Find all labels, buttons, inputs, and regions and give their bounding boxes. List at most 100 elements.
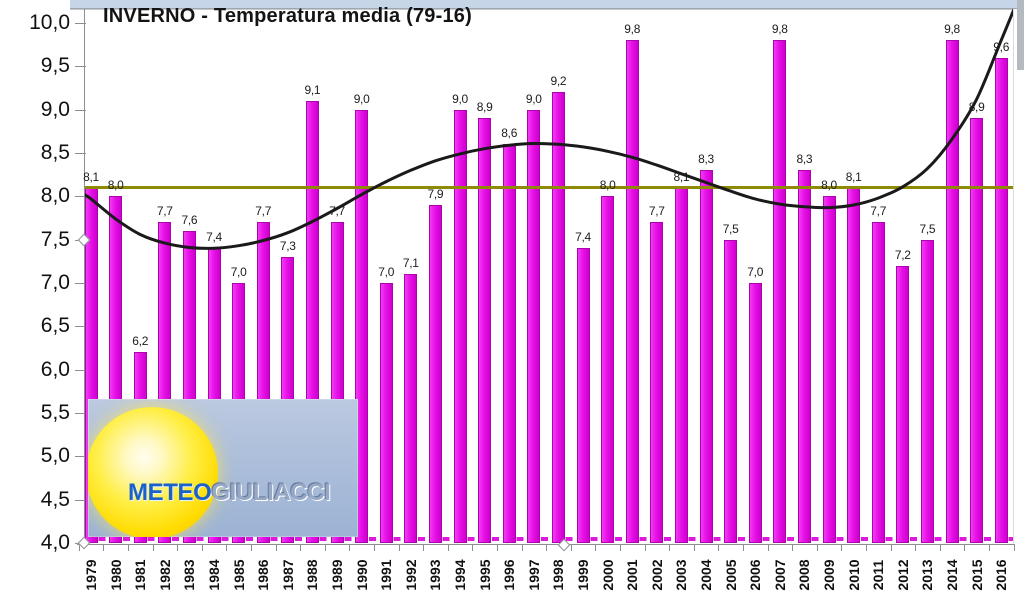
bar-label-1999: 7,4 [575,230,591,245]
x-tick [792,544,794,551]
bar-label-1993: 7,9 [427,187,444,201]
x-tick [373,544,375,551]
x-tick [816,544,818,551]
x-tick-label-2014: 2014 [944,559,960,591]
logo-text: METEOGIULIACCI [128,479,331,507]
x-tick [595,544,597,551]
y-tick [75,369,86,371]
bar-label-1987: 7,3 [279,239,296,253]
x-tick-label-2003: 2003 [673,559,690,591]
y-tick-label: 7,5 [40,227,70,251]
x-tick-label-1990: 1990 [353,559,370,591]
bar-1998 [551,92,565,543]
x-tick-label-1982: 1982 [156,559,173,591]
bar-1999 [576,248,590,543]
meteogiuliacci-logo: METEOGIULIACCI [88,399,358,537]
y-tick [75,499,86,501]
bar-2015 [970,118,984,543]
x-tick [78,544,80,551]
x-axis-line [77,544,1014,545]
x-tick [742,544,744,551]
x-tick-label-1983: 1983 [181,559,198,591]
bar-label-2008: 8,3 [796,152,813,167]
y-tick-label: 5,0 [40,444,70,468]
mean-reference-line [85,186,1013,190]
bar-1996 [502,144,516,543]
bar-2005 [724,239,738,543]
x-tick-label-1984: 1984 [206,559,222,591]
bar-2006 [748,283,762,543]
bar-label-2011: 7,7 [870,204,887,219]
x-tick-label-2007: 2007 [771,559,788,591]
bar-label-1984: 7,4 [206,230,222,245]
x-tick [496,544,498,551]
x-tick-label-2004: 2004 [698,559,714,591]
sun-icon [88,407,218,537]
x-tick-label-2015: 2015 [968,559,985,591]
x-tick-label-1994: 1994 [452,559,468,591]
x-tick [964,544,966,551]
x-tick [324,544,326,551]
window-edge-strip [1017,0,1024,70]
bar-label-2001: 9,8 [624,22,641,37]
y-tick [75,109,86,111]
bar-label-1981: 6,2 [132,334,149,349]
y-tick-label: 4,0 [40,531,70,554]
bar-2000 [601,196,615,543]
x-tick-label-2016: 2016 [993,559,1010,591]
x-tick-label-2006: 2006 [747,559,764,591]
bar-2012 [896,265,910,543]
bar-label-2006: 7,0 [747,265,764,279]
bar-label-2015: 8,9 [968,100,985,115]
x-tick [250,544,252,551]
bar-2003 [674,187,688,543]
bar-1991 [379,283,393,543]
y-tick-label: 6,0 [40,357,70,381]
bar-label-2012: 7,2 [894,247,911,262]
bar-label-2003: 8,1 [673,169,690,184]
x-tick-label-2013: 2013 [919,559,936,591]
y-tick [75,66,86,68]
x-tick [300,544,302,551]
chart-title: INVERNO - Temperatura media (79-16) [103,5,472,27]
y-tick-label: 5,5 [40,401,70,424]
x-tick-label-2012: 2012 [894,559,911,591]
bar-label-1995: 8,9 [476,100,493,115]
x-tick-label-1993: 1993 [427,559,444,591]
x-tick [619,544,621,551]
y-tick [75,283,86,284]
x-tick-label-1998: 1998 [550,559,567,591]
bar-label-1998: 9,2 [550,74,567,89]
y-tick-label: 4,5 [40,487,70,511]
bar-1994 [453,109,467,543]
x-tick [570,544,572,551]
x-tick [546,544,548,551]
bar-2013 [920,239,934,543]
dashed-baseline [86,537,1013,541]
bar-label-2010: 8,1 [845,169,862,184]
x-tick-label-1987: 1987 [279,559,296,591]
x-tick-label-2008: 2008 [796,559,813,591]
bar-label-1996: 8,6 [501,126,518,141]
bar-label-1989: 7,7 [329,204,345,219]
bar-2011 [871,222,885,543]
x-tick-label-1997: 1997 [525,559,542,591]
x-tick [767,544,769,551]
y-tick [75,413,86,414]
plot-right-border [1013,9,1014,545]
bar-label-1980: 8,0 [107,178,124,193]
x-tick-label-2002: 2002 [648,559,665,591]
x-tick [988,544,990,551]
top-band [70,0,1024,9]
bar-1997 [527,109,541,543]
y-tick-label: 6,5 [40,314,70,338]
x-tick [103,544,105,551]
bar-2001 [625,40,639,543]
bar-1995 [478,118,492,543]
y-tick-label: 9,5 [40,54,70,78]
x-tick [1013,544,1015,551]
bar-label-2002: 7,7 [648,204,665,219]
x-tick-label-2011: 2011 [870,559,887,591]
bar-label-1997: 9,0 [525,91,542,106]
x-tick [669,544,671,551]
